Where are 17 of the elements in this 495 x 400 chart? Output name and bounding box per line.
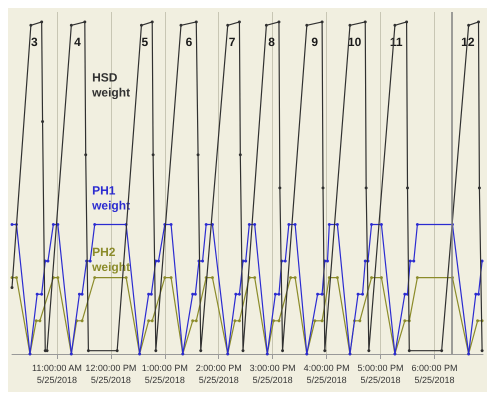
x-tick-label: 2:00:00 PM 5/25/2018 — [196, 363, 242, 385]
x-tick-label: 6:00:00 PM 5/25/2018 — [411, 363, 458, 385]
x-tick-label: 12:00:00 PM 5/25/2018 — [85, 363, 136, 385]
x-tick-label: 3:00:00 PM 5/25/2018 — [250, 363, 296, 385]
x-tick-label: 11:00:00 AM 5/25/2018 — [32, 363, 82, 385]
annotation: 6 — [186, 34, 193, 49]
x-tick-label: 5:00:00 PM 5/25/2018 — [358, 363, 404, 385]
annotation: 7 — [228, 34, 236, 49]
annotation: 4 — [74, 34, 82, 49]
x-tick-label: 4:00:00 PM 5/25/2018 — [304, 363, 350, 385]
x-tick-label: 1:00:00 PM 5/25/2018 — [142, 363, 188, 385]
series-label: HSD weight — [91, 70, 130, 100]
annotation: 10 — [348, 34, 362, 49]
annotation: 8 — [268, 34, 276, 49]
annotation: 3 — [30, 34, 38, 49]
annotation: 5 — [142, 34, 149, 49]
annotation: 9 — [311, 34, 318, 49]
